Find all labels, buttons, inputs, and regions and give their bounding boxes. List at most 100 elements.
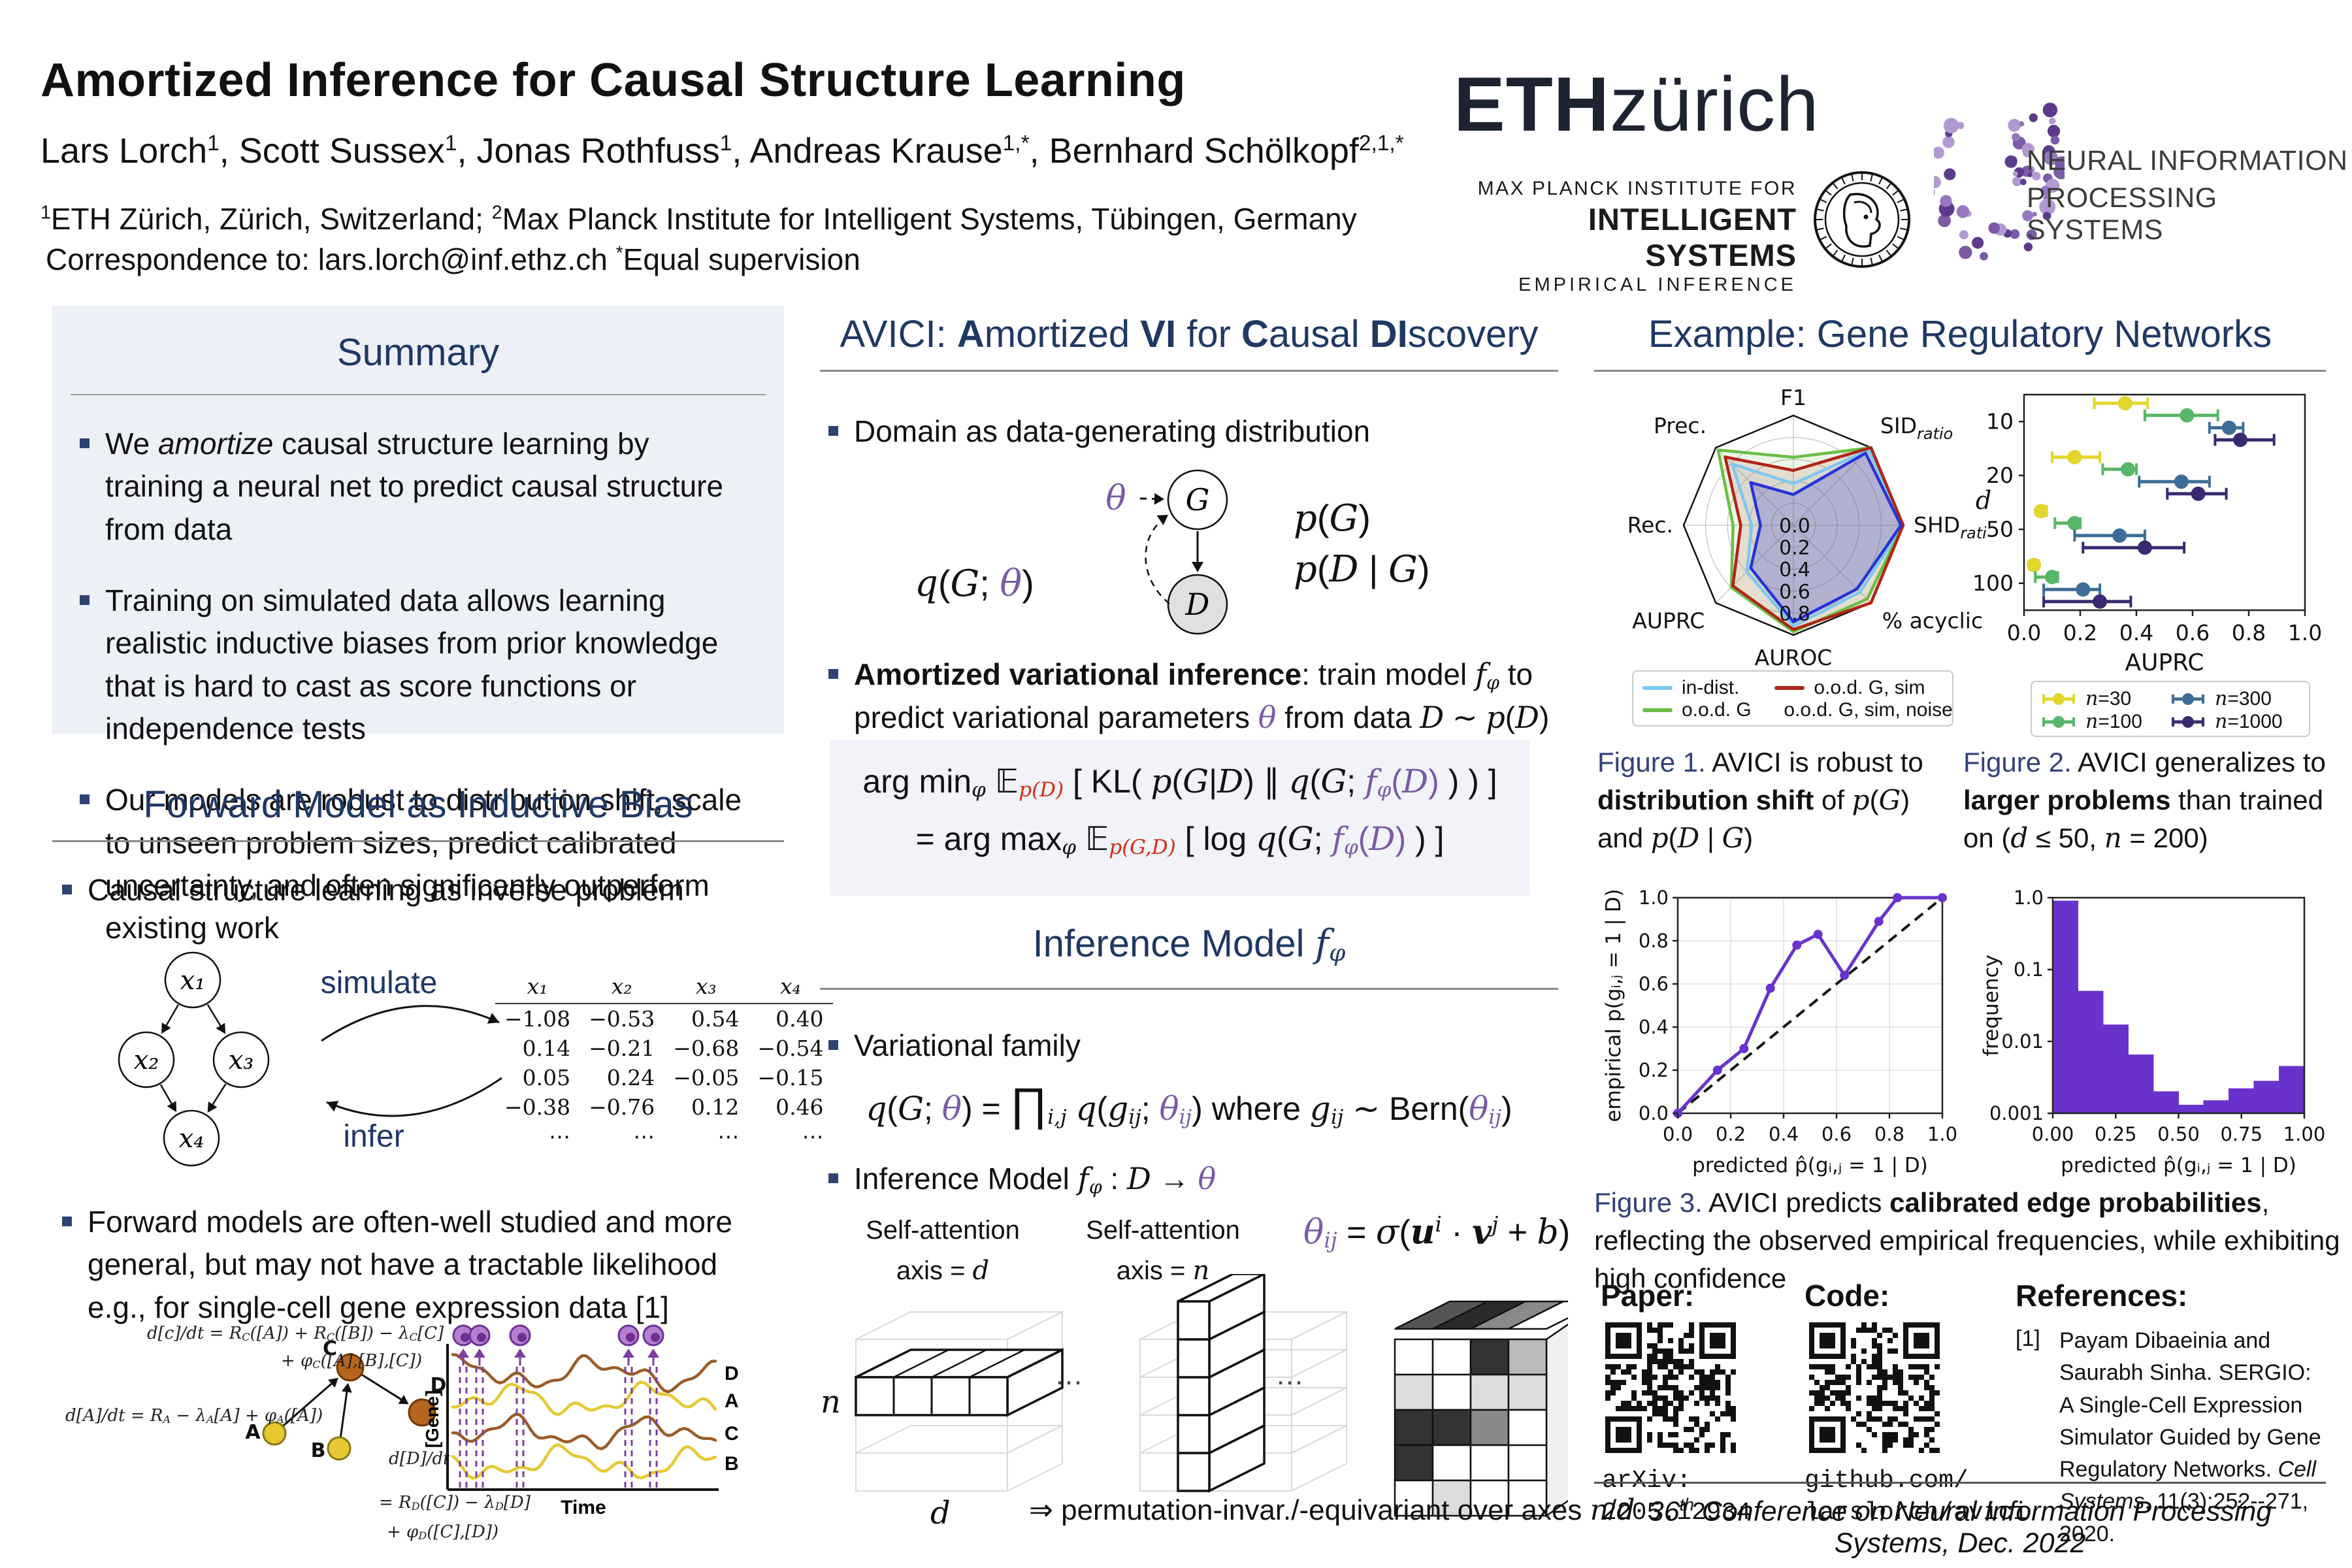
svg-text:10: 10 (1986, 408, 2014, 434)
svg-text:0.6: 0.6 (1639, 973, 1669, 995)
correspondence-line: Correspondence to: lars.lorch@inf.ethz.c… (46, 242, 860, 276)
paper-label: Paper: (1601, 1279, 1695, 1313)
svg-text:0.0: 0.0 (1639, 1102, 1669, 1124)
svg-text:1.00: 1.00 (2283, 1123, 2326, 1145)
svg-text:0.2: 0.2 (1779, 537, 1810, 560)
reference-index: [1] (2016, 1326, 2040, 1351)
svg-text:0.1: 0.1 (2014, 958, 2044, 981)
figure3-calibration-chart: 0.0 0.2 0.4 0.6 0.8 1.0 0.0 0.2 0.4 0.6 0.8 1.0 pred… (1601, 887, 1967, 1181)
svg-text:0.50: 0.50 (2157, 1123, 2200, 1145)
mpi-line2: INTELLIGENT SYSTEMS (1588, 202, 1797, 272)
summary-bullet-1: We amortize causal structure learning by… (80, 423, 754, 551)
svg-text:1.0: 1.0 (2014, 887, 2044, 909)
amortized-vi-bullet: Amortized variational inference: train m… (828, 653, 1560, 739)
bullet-square-icon (80, 438, 90, 448)
svg-text:0.001: 0.001 (1989, 1102, 2044, 1124)
svg-text:AUROC: AUROC (1755, 645, 1833, 668)
neurips-line2: PROCESSING SYSTEMS (2027, 182, 2217, 246)
theta-equation: θij = σ(ui · vj + b) (1303, 1212, 1571, 1253)
svg-text:1.0: 1.0 (2288, 620, 2322, 645)
svg-text:d: d (1976, 486, 1991, 515)
page-title: Amortized Inference for Causal Structure… (41, 54, 1186, 106)
github-link: github.com/larslorch/avici (1805, 1467, 2029, 1527)
ellipsis-2: … (1275, 1359, 1304, 1391)
gene-eq-d1: d[D]/dt (389, 1449, 450, 1469)
svg-text:frequency: frequency (1980, 955, 2003, 1056)
dag-node-x2: x₂ (134, 1045, 159, 1075)
figure2-legend: n=30 n=300 n=100 n=1000 (2031, 681, 2310, 737)
bullet-square-icon (62, 885, 72, 894)
dag-node-x4: x₄ (179, 1124, 204, 1154)
forward-section-rule (52, 840, 784, 842)
figure1-caption: Figure 1. AVICI is robust to distributio… (1597, 747, 1923, 854)
svg-text:predicted p̂(gᵢ,ⱼ = 1 | D): predicted p̂(gᵢ,ⱼ = 1 | D) (1692, 1154, 1928, 1177)
svg-text:0.8: 0.8 (1639, 930, 1669, 952)
svg-text:0.75: 0.75 (2220, 1123, 2262, 1145)
svg-text:A: A (245, 1421, 261, 1444)
simulate-label: simulate (321, 966, 438, 1000)
svg-text:1.0: 1.0 (1927, 1123, 1957, 1145)
forward-bullet-1: Causal structure learning as inverse pro… (62, 869, 781, 911)
dag-node-x1: x₁ (180, 966, 206, 996)
objective-line2: = arg maxφ 𝔼p(G,D) [ log q(G; fφ(D) ) ] (915, 819, 1445, 859)
mpi-logo-text: MAX PLANCK INSTITUTE FOR INTELLIGENT SYS… (1467, 178, 1797, 296)
domain-bullet: Domain as data-generating distribution (828, 410, 1554, 453)
objective-equation-box: arg minφ 𝔼p(D) [ KL( p(G|D) ∥ q(G; fφ(D)… (830, 740, 1530, 896)
svg-text:AUPRC: AUPRC (1632, 608, 1705, 634)
svg-text:0.2: 0.2 (2063, 620, 2097, 645)
references-label: References: (2016, 1279, 2188, 1313)
self-attention-d-label: Self-attention axis = d (866, 1216, 1020, 1286)
model-node-D: D (1185, 587, 1210, 622)
svg-text:empirical p(gᵢ,ⱼ = 1 | D): empirical p(gᵢ,ⱼ = 1 | D) (1602, 889, 1625, 1122)
tensor-architecture-figure (855, 1274, 1568, 1518)
svg-text:0.0: 0.0 (1663, 1123, 1693, 1145)
svg-text:AUPRC: AUPRC (2125, 649, 2204, 676)
figure2-errorbar-chart: 10 20 50 100 0.0 0.2 0.4 0.6 0.8 1.0 AUPRC d (1972, 385, 2332, 686)
svg-text:100: 100 (1973, 570, 2014, 596)
conference-footer: 36th Conference on Neural Information Pr… (1648, 1495, 2272, 1560)
gene-eq-c1: d[c]/dt = RC([A]) + RC([B]) − λC[C] (147, 1324, 444, 1344)
svg-text:0.6: 0.6 (1779, 581, 1810, 604)
gene-eq-d2: = RD([C]) − λD[D] (379, 1493, 531, 1513)
svg-text:0.01: 0.01 (2001, 1030, 2044, 1053)
mpi-line3: EMPIRICAL INFERENCE (1518, 274, 1797, 295)
figure3-caption: Figure 3. AVICI predicts calibrated edge… (1594, 1187, 2340, 1294)
affiliations-line: 1ETH Zürich, Zürich, Switzerland; 2Max P… (41, 202, 1357, 236)
svg-text:D: D (431, 1374, 447, 1397)
svg-text:1.0: 1.0 (1639, 887, 1669, 909)
svg-text:SIDratio: SIDratio (1880, 413, 1953, 443)
svg-text:Rec.: Rec. (1627, 512, 1673, 538)
bullet-square-icon (62, 1217, 72, 1226)
svg-text:50: 50 (1986, 516, 2014, 542)
svg-text:0.0: 0.0 (1779, 515, 1810, 538)
svg-text:0.25: 0.25 (2095, 1123, 2137, 1145)
svg-text:C: C (323, 1337, 337, 1360)
inverse-problem-figure: x₁ x₂ x₃ x₄ simulate infer (118, 951, 502, 1167)
reference-entry: Payam Dibaeinia and Saurabh Sinha. SERGI… (2059, 1328, 2321, 1546)
paper-qr-code (1604, 1321, 1738, 1455)
svg-text:0.8: 0.8 (1874, 1123, 1904, 1145)
n-axis-label: n (821, 1384, 841, 1420)
inference-section-title: Inference Model fφ (1032, 921, 1346, 967)
mpi-line1: MAX PLANCK INSTITUTE FOR (1477, 178, 1797, 199)
svg-text:0.8: 0.8 (1779, 602, 1810, 625)
avici-section-title: AVICI: Amortized VI for Causal DIscovery (840, 313, 1539, 355)
svg-text:0.4: 0.4 (1769, 1123, 1799, 1145)
example-section-rule (1594, 370, 2326, 372)
svg-text:0.6: 0.6 (2176, 620, 2210, 645)
gene-eq-d3: + φD([C],[D]) (387, 1522, 499, 1543)
svg-text:0.4: 0.4 (1779, 559, 1810, 581)
bullet-square-icon (828, 669, 838, 679)
summary-box: Summary We amortize causal structure lea… (52, 306, 784, 945)
forward-bullet-2: Forward models are often-well studied an… (62, 1201, 784, 1329)
bullet-square-icon (80, 595, 90, 605)
pDG-label: p(D | G) (1294, 548, 1430, 591)
forward-section-title: Forward Model as Inductive Bias (143, 783, 693, 826)
svg-text:0.2: 0.2 (1639, 1059, 1669, 1081)
example-section-title: Example: Gene Regulatory Networks (1648, 313, 2272, 355)
gene-series-C: C (725, 1423, 739, 1445)
svg-text:0.8: 0.8 (2232, 620, 2266, 645)
authors-line: Lars Lorch1, Scott Sussex1, Jonas Rothfu… (41, 131, 1404, 171)
